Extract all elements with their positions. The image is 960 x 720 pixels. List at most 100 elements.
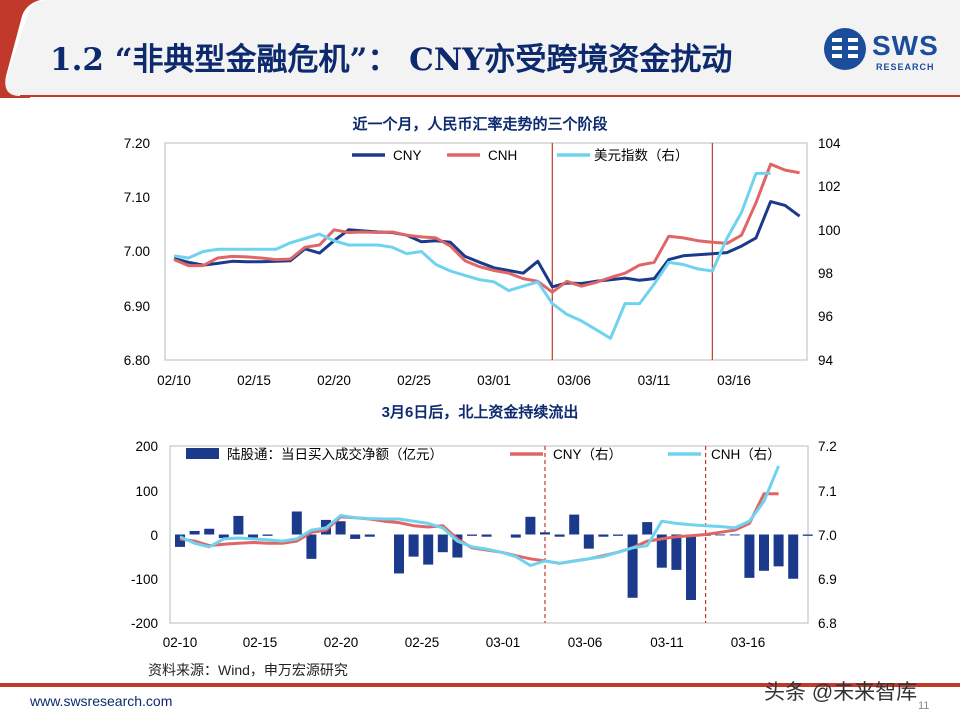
x-tick: 02/20: [317, 373, 351, 388]
chart-bottom-title: 3月6日后，北上资金持续流出: [382, 403, 579, 421]
bar: [686, 534, 696, 600]
x-tick: 02-20: [324, 635, 359, 650]
series-line: [173, 200, 801, 289]
series-line: [173, 171, 771, 340]
bar: [335, 521, 346, 535]
bar: [467, 534, 477, 536]
bar: [510, 534, 521, 538]
chart-bottom-plot: [175, 446, 813, 623]
chart-top-left-ticks: 7.20 7.10 7.00 6.90 6.80: [124, 136, 150, 368]
sws-logo-icon: [824, 28, 866, 70]
watermark: 头条 @未来智库: [764, 681, 918, 704]
bar: [627, 534, 638, 598]
bar: [788, 534, 799, 579]
bar: [744, 534, 755, 578]
bar: [583, 534, 594, 549]
y-right-tick: 98: [818, 266, 833, 281]
y-right-tick: 7.1: [818, 484, 837, 499]
bar: [423, 534, 434, 565]
chart-top-title: 近一个月，人民币汇率走势的三个阶段: [352, 115, 607, 133]
bar: [759, 534, 769, 571]
bar: [540, 532, 550, 535]
bar: [642, 522, 653, 535]
x-tick: 02-25: [405, 635, 440, 650]
source-note: 资料来源：Wind，申万宏源研究: [148, 662, 348, 678]
chart-top-right-ticks: 104 102 100 98 96 94: [818, 136, 841, 368]
chart-bottom-right-ticks: 7.2 7.1 7.0 6.9 6.8: [818, 439, 837, 631]
logo-subtext: RESEARCH: [876, 62, 935, 72]
y-left-tick: 0: [150, 528, 158, 543]
bar: [350, 534, 361, 539]
x-tick: 03-01: [486, 635, 521, 650]
bar: [452, 534, 463, 558]
legend-label: CNY: [393, 148, 422, 163]
chart-top: 近一个月，人民币汇率走势的三个阶段 7.20 7.10 7.00 6.90 6.…: [124, 115, 841, 388]
footer-rule: [0, 683, 960, 687]
bar: [598, 534, 609, 537]
bar: [715, 534, 726, 536]
bar: [729, 534, 740, 536]
bar: [233, 515, 244, 535]
y-right-tick: 102: [818, 179, 841, 194]
y-left-tick: 6.80: [124, 353, 150, 368]
y-left-tick: 100: [135, 484, 158, 499]
bar: [248, 534, 258, 538]
bar: [802, 534, 813, 536]
bar: [364, 534, 375, 537]
bar: [671, 534, 682, 570]
sws-logo: SWS RESEARCH: [822, 26, 942, 76]
legend-label: 陆股通：当日买入成交净额（亿元）: [227, 446, 443, 462]
y-right-tick: 104: [818, 136, 841, 151]
y-left-tick: 7.20: [124, 136, 150, 151]
bar: [204, 528, 215, 535]
y-right-tick: 7.2: [818, 439, 837, 454]
x-tick: 02/25: [397, 373, 431, 388]
x-tick: 02-10: [163, 635, 198, 650]
y-left-tick: -200: [131, 616, 158, 631]
logo-wordmark: SWS: [872, 30, 939, 61]
y-right-tick: 7.0: [818, 528, 837, 543]
slide-header: 1.2 “非典型金融危机”： CNY亦受跨境资金扰动 SWS RESEARCH: [0, 0, 960, 98]
legend-label: CNH（右）: [711, 447, 781, 462]
chart-bottom-x-ticks: 02-10 02-15 02-20 02-25 03-01 03-06 03-1…: [163, 635, 766, 650]
page-title: 1.2 “非典型金融危机”： CNY亦受跨境资金扰动: [50, 42, 733, 78]
x-tick: 03-16: [731, 635, 766, 650]
chart-bottom-legend: 陆股通：当日买入成交净额（亿元） CNY（右） CNH（右）: [186, 446, 781, 462]
bar: [554, 534, 565, 537]
series-line: [179, 465, 780, 567]
chart-top-x-ticks: 02/10 02/15 02/20 02/25 03/01 03/06 03/1…: [157, 373, 751, 388]
bar: [306, 534, 317, 559]
y-left-tick: 7.10: [124, 190, 150, 205]
y-left-tick: -100: [131, 572, 158, 587]
legend-label: 美元指数（右）: [594, 148, 689, 163]
bar: [262, 534, 273, 536]
bar: [175, 534, 185, 547]
legend-swatch-northbound: [186, 448, 219, 459]
legend-label: CNY（右）: [553, 447, 622, 462]
x-tick: 03/06: [557, 373, 591, 388]
chart-bottom: 3月6日后，北上资金持续流出 200 100 0 -100 -200 7.2 7…: [131, 403, 837, 650]
bar: [525, 516, 536, 535]
bar: [437, 534, 448, 553]
bar: [481, 534, 492, 537]
footer-url[interactable]: www.swsresearch.com: [30, 693, 173, 709]
chart-top-plot: [173, 143, 801, 360]
bar: [569, 514, 580, 535]
y-right-tick: 6.9: [818, 572, 837, 587]
y-right-tick: 96: [818, 309, 833, 324]
bar: [218, 534, 229, 539]
y-right-tick: 94: [818, 353, 834, 368]
y-right-tick: 100: [818, 223, 841, 238]
chart-bottom-left-ticks: 200 100 0 -100 -200: [131, 439, 158, 631]
y-right-tick: 6.8: [818, 616, 837, 631]
bar: [408, 534, 419, 557]
x-tick: 03/11: [638, 373, 671, 388]
y-left-tick: 200: [135, 439, 158, 454]
bar: [394, 534, 404, 574]
x-tick: 03/16: [717, 373, 751, 388]
x-tick: 02/10: [157, 373, 191, 388]
bar: [291, 511, 302, 535]
header-banner-shape: [0, 0, 960, 98]
x-tick: 03-11: [650, 635, 684, 650]
bar: [773, 534, 784, 567]
